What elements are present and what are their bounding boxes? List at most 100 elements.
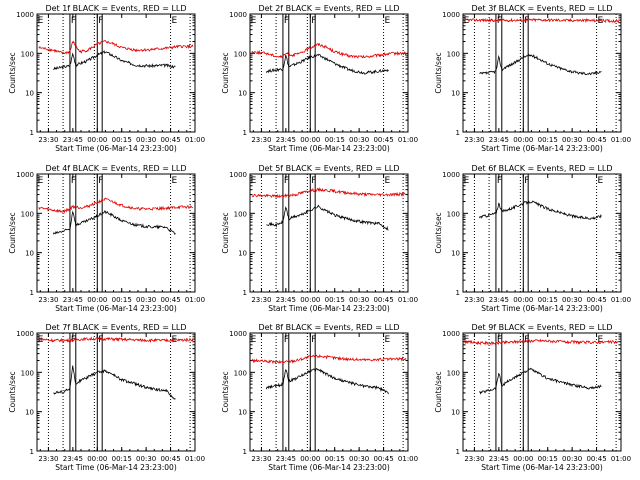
- chart-panel-3: Det 3f BLACK = Events, RED = LLD 1 10 100 10…: [434, 4, 631, 153]
- x-tick-label: 23:30: [464, 296, 484, 304]
- marker-letter: F: [311, 176, 316, 186]
- chart-panel-1: Det 1f BLACK = Events, RED = LLD 1 10 100 10…: [8, 4, 205, 153]
- y-axis-label: Counts/sec: [434, 52, 443, 93]
- marker-letter: E: [464, 335, 470, 345]
- x-axis-label: Start Time (06-Mar-14 23:23:00): [481, 463, 603, 472]
- y-axis-label: Counts/sec: [221, 52, 230, 93]
- x-tick-label: 00:30: [562, 136, 582, 144]
- marker-letter: F: [71, 16, 76, 26]
- plot-frame: [36, 13, 196, 133]
- y-tick-label: 1: [30, 129, 34, 137]
- x-tick-label: 00:45: [373, 296, 393, 304]
- chart-panel-6: Det 6f BLACK = Events, RED = LLD 1 10 100 10…: [434, 164, 631, 313]
- x-tick-label: 00:45: [160, 296, 180, 304]
- lld-series-line: [251, 353, 407, 365]
- x-tick-label: 00:00: [300, 296, 320, 304]
- x-tick-label: 01:00: [398, 455, 418, 463]
- y-tick-label: 10: [25, 409, 34, 417]
- x-tick-label: 00:45: [160, 136, 180, 144]
- x-tick-label: 00:15: [538, 455, 558, 463]
- x-tick-label: 00:45: [586, 136, 606, 144]
- x-tick-label: 00:30: [562, 296, 582, 304]
- y-tick-label: 1000: [229, 171, 247, 179]
- y-tick-label: 10: [238, 250, 247, 258]
- x-tick-label: 00:00: [300, 455, 320, 463]
- y-axis-label: Counts/sec: [434, 212, 443, 253]
- x-tick-label: 01:00: [398, 136, 418, 144]
- x-tick-label: 01:00: [611, 296, 631, 304]
- plot-frame: [249, 13, 409, 133]
- events-series-line: [478, 200, 602, 221]
- y-tick-label: 1: [243, 129, 247, 137]
- lld-series-line: [464, 17, 620, 24]
- x-tick-label: 00:00: [300, 136, 320, 144]
- lld-series-line: [251, 42, 407, 59]
- y-tick-label: 1000: [16, 171, 34, 179]
- events-series-line: [265, 53, 389, 75]
- plot-frame: [249, 173, 409, 293]
- y-tick-label: 100: [21, 50, 34, 58]
- y-tick-label: 1: [456, 129, 460, 137]
- marker-letter: F: [497, 335, 502, 345]
- plot-frame: [249, 332, 409, 452]
- lld-series-line: [38, 336, 194, 344]
- y-tick-label: 1000: [229, 11, 247, 19]
- y-tick-label: 100: [447, 369, 460, 377]
- marker-letter: E: [385, 335, 391, 345]
- x-tick-label: 00:15: [538, 136, 558, 144]
- x-axis-label: Start Time (06-Mar-14 23:23:00): [55, 463, 177, 472]
- marker-letter: F: [98, 16, 103, 26]
- x-tick-label: 23:30: [251, 296, 271, 304]
- marker-letter: F: [311, 335, 316, 345]
- x-tick-label: 00:30: [136, 296, 156, 304]
- x-tick-label: 23:45: [63, 455, 83, 463]
- marker-letter: E: [172, 176, 178, 186]
- x-tick-label: 00:15: [325, 136, 345, 144]
- marker-letter: F: [524, 16, 529, 26]
- x-tick-label: 00:30: [349, 455, 369, 463]
- x-tick-label: 00:30: [349, 296, 369, 304]
- marker-letter: F: [71, 176, 76, 186]
- x-tick-label: 01:00: [185, 296, 205, 304]
- x-tick-label: 23:45: [276, 136, 296, 144]
- y-tick-label: 100: [447, 210, 460, 218]
- chart-title: Det 8f BLACK = Events, RED = LLD: [258, 323, 399, 332]
- chart-title: Det 6f BLACK = Events, RED = LLD: [471, 164, 612, 173]
- y-tick-label: 100: [21, 210, 34, 218]
- marker-letter: E: [38, 176, 44, 186]
- x-tick-label: 00:30: [136, 136, 156, 144]
- marker-letter: F: [284, 16, 289, 26]
- marker-letter: E: [38, 16, 44, 26]
- y-axis-label: Counts/sec: [221, 212, 230, 253]
- marker-letter: E: [385, 176, 391, 186]
- x-tick-label: 23:45: [489, 136, 509, 144]
- y-tick-label: 10: [451, 409, 460, 417]
- lld-series-line: [464, 338, 620, 346]
- marker-letter: E: [598, 335, 604, 345]
- marker-letter: E: [172, 16, 178, 26]
- chart-title: Det 1f BLACK = Events, RED = LLD: [45, 4, 186, 13]
- y-axis-label: Counts/sec: [8, 212, 17, 253]
- marker-letter: E: [251, 335, 257, 345]
- y-tick-label: 1: [456, 289, 460, 297]
- y-tick-label: 1: [456, 448, 460, 456]
- x-axis-label: Start Time (06-Mar-14 23:23:00): [481, 144, 603, 153]
- marker-letter: E: [464, 16, 470, 26]
- events-series-line: [53, 50, 176, 71]
- x-tick-label: 00:15: [112, 136, 132, 144]
- y-tick-label: 1: [30, 289, 34, 297]
- y-tick-label: 1000: [442, 330, 460, 338]
- y-tick-label: 1000: [229, 330, 247, 338]
- y-tick-label: 1: [30, 448, 34, 456]
- chart-title: Det 2f BLACK = Events, RED = LLD: [258, 4, 399, 13]
- y-tick-label: 10: [238, 409, 247, 417]
- x-tick-label: 00:15: [325, 296, 345, 304]
- x-tick-label: 23:30: [251, 455, 271, 463]
- marker-letter: F: [98, 176, 103, 186]
- chart-title: Det 5f BLACK = Events, RED = LLD: [258, 164, 399, 173]
- lld-series-line: [38, 197, 194, 214]
- x-axis-label: Start Time (06-Mar-14 23:23:00): [268, 463, 390, 472]
- x-tick-label: 01:00: [611, 455, 631, 463]
- y-tick-label: 100: [447, 50, 460, 58]
- events-series-line: [52, 210, 176, 235]
